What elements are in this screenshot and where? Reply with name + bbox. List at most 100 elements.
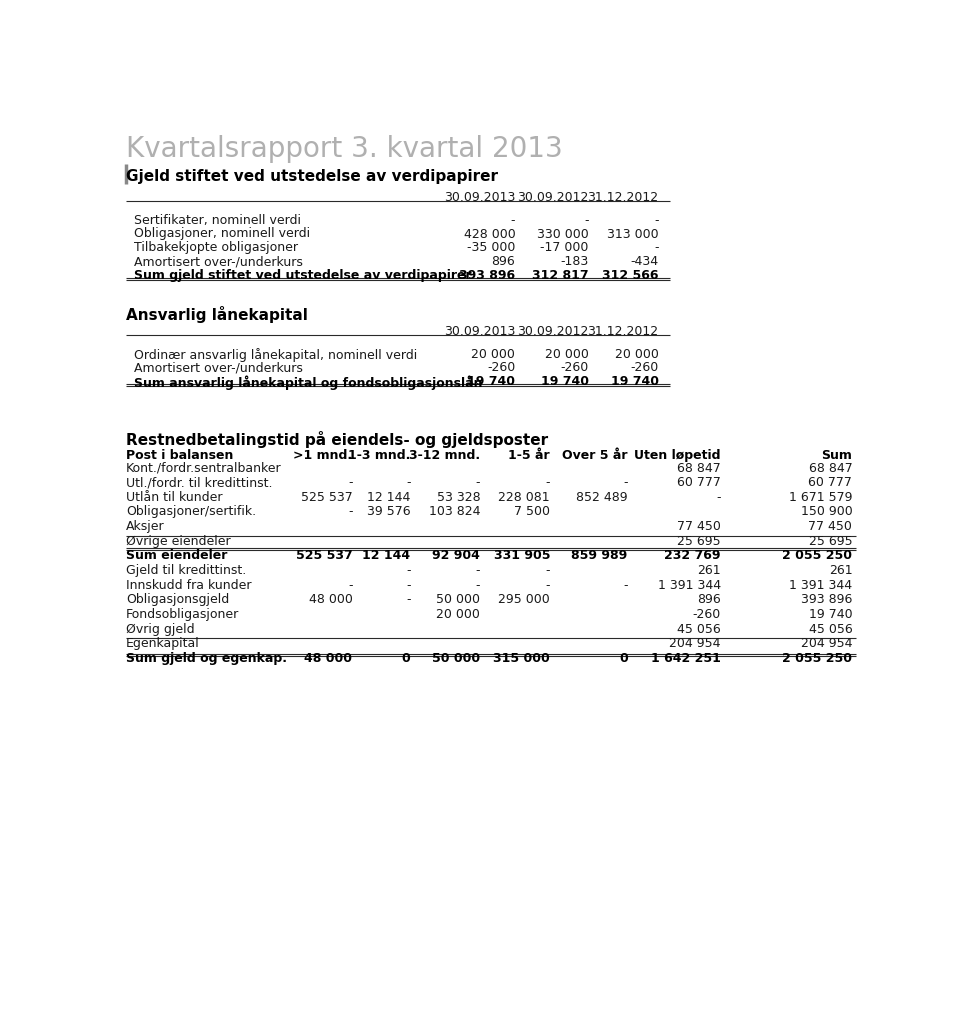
Text: 25 695: 25 695 (677, 535, 721, 548)
Text: 150 900: 150 900 (801, 506, 852, 518)
Text: 30.09.2012: 30.09.2012 (517, 324, 588, 338)
Text: Kont./fordr.sentralbanker: Kont./fordr.sentralbanker (126, 462, 282, 474)
Text: -: - (348, 477, 352, 489)
Text: 2 055 250: 2 055 250 (782, 549, 852, 563)
Text: 261: 261 (828, 564, 852, 577)
Text: 896: 896 (697, 594, 721, 606)
Text: Utl./fordr. til kredittinst.: Utl./fordr. til kredittinst. (126, 477, 273, 489)
Text: Sum ansvarlig lånekapital og fondsobligasjonslån: Sum ansvarlig lånekapital og fondsobliga… (134, 375, 483, 390)
Text: Sum gjeld og egenkap.: Sum gjeld og egenkap. (126, 652, 287, 665)
Text: 525 537: 525 537 (296, 549, 352, 563)
Text: 50 000: 50 000 (437, 594, 480, 606)
Text: Sum gjeld stiftet ved utstedelse av verdipapirer: Sum gjeld stiftet ved utstedelse av verd… (134, 269, 471, 282)
Text: 204 954: 204 954 (801, 637, 852, 651)
Text: Restnedbetalingstid på eiendels- og gjeldsposter: Restnedbetalingstid på eiendels- og gjel… (126, 431, 548, 448)
Text: Sum eiendeler: Sum eiendeler (126, 549, 228, 563)
Text: 315 000: 315 000 (493, 652, 550, 665)
Text: 852 489: 852 489 (576, 491, 628, 503)
Text: -17 000: -17 000 (540, 241, 588, 255)
Text: -: - (476, 477, 480, 489)
Text: Aksjer: Aksjer (126, 520, 165, 534)
Text: 92 904: 92 904 (433, 549, 480, 563)
Text: 60 777: 60 777 (808, 477, 852, 489)
Text: 12 144: 12 144 (363, 549, 411, 563)
Text: 20 000: 20 000 (471, 348, 516, 361)
Text: 0: 0 (402, 652, 411, 665)
Text: Amortisert over-/underkurs: Amortisert over-/underkurs (134, 255, 302, 268)
Text: 77 450: 77 450 (808, 520, 852, 534)
Text: Obligasjoner/sertifik.: Obligasjoner/sertifik. (126, 506, 256, 518)
Text: -: - (476, 579, 480, 592)
Text: Obligasjonsgjeld: Obligasjonsgjeld (126, 594, 229, 606)
Text: Innskudd fra kunder: Innskudd fra kunder (126, 579, 252, 592)
Text: 7 500: 7 500 (515, 506, 550, 518)
Text: 20 000: 20 000 (437, 608, 480, 621)
Text: 48 000: 48 000 (308, 594, 352, 606)
Text: 20 000: 20 000 (545, 348, 588, 361)
Text: 261: 261 (697, 564, 721, 577)
Text: 19 740: 19 740 (808, 608, 852, 621)
Text: -: - (406, 564, 411, 577)
Text: -260: -260 (631, 362, 659, 374)
Text: -35 000: -35 000 (467, 241, 516, 255)
Text: Gjeld stiftet ved utstedelse av verdipapirer: Gjeld stiftet ved utstedelse av verdipap… (126, 169, 498, 184)
Text: 428 000: 428 000 (464, 228, 516, 240)
Text: 77 450: 77 450 (677, 520, 721, 534)
Text: -260: -260 (487, 362, 516, 374)
Text: -: - (348, 579, 352, 592)
Text: 30.09.2013: 30.09.2013 (444, 324, 516, 338)
Text: -: - (348, 506, 352, 518)
Text: 19 740: 19 740 (468, 375, 516, 388)
Text: Obligasjoner, nominell verdi: Obligasjoner, nominell verdi (134, 228, 310, 240)
Text: Ordinær ansvarlig lånekapital, nominell verdi: Ordinær ansvarlig lånekapital, nominell … (134, 348, 418, 362)
Text: 30.09.2013: 30.09.2013 (444, 191, 516, 203)
Text: Post i balansen: Post i balansen (126, 450, 233, 462)
Text: 1 391 344: 1 391 344 (658, 579, 721, 592)
Text: Utlån til kunder: Utlån til kunder (126, 491, 223, 503)
Text: 19 740: 19 740 (611, 375, 659, 388)
Text: 31.12.2012: 31.12.2012 (588, 191, 659, 203)
Text: 20 000: 20 000 (614, 348, 659, 361)
Text: Over 5 år: Over 5 år (563, 450, 628, 462)
Text: 1-5 år: 1-5 år (509, 450, 550, 462)
Text: 19 740: 19 740 (540, 375, 588, 388)
Text: 53 328: 53 328 (437, 491, 480, 503)
Text: 896: 896 (492, 255, 516, 268)
Text: -: - (545, 564, 550, 577)
Text: Fondsobligasjoner: Fondsobligasjoner (126, 608, 239, 621)
Text: -183: -183 (561, 255, 588, 268)
Text: -: - (716, 491, 721, 503)
Text: -: - (476, 564, 480, 577)
Text: Sum: Sum (822, 450, 852, 462)
Text: 103 824: 103 824 (429, 506, 480, 518)
Text: 330 000: 330 000 (538, 228, 588, 240)
Text: 2 055 250: 2 055 250 (782, 652, 852, 665)
Text: -: - (406, 594, 411, 606)
Text: 48 000: 48 000 (304, 652, 352, 665)
Text: Uten løpetid: Uten løpetid (635, 450, 721, 462)
Text: -: - (654, 213, 659, 227)
Text: 1 391 344: 1 391 344 (789, 579, 852, 592)
Text: 312 817: 312 817 (532, 269, 588, 282)
Text: 204 954: 204 954 (669, 637, 721, 651)
Text: 45 056: 45 056 (677, 623, 721, 635)
Text: 228 081: 228 081 (498, 491, 550, 503)
Text: Tilbakekjopte obligasjoner: Tilbakekjopte obligasjoner (134, 241, 298, 255)
Text: 68 847: 68 847 (677, 462, 721, 474)
Text: 0: 0 (619, 652, 628, 665)
Text: 525 537: 525 537 (300, 491, 352, 503)
Text: 60 777: 60 777 (677, 477, 721, 489)
Text: -: - (623, 579, 628, 592)
Text: 25 695: 25 695 (808, 535, 852, 548)
Text: 859 989: 859 989 (571, 549, 628, 563)
Text: 1 642 251: 1 642 251 (651, 652, 721, 665)
Text: 68 847: 68 847 (808, 462, 852, 474)
Text: Gjeld til kredittinst.: Gjeld til kredittinst. (126, 564, 247, 577)
Text: Ansvarlig lånekapital: Ansvarlig lånekapital (126, 306, 308, 323)
Text: -: - (545, 579, 550, 592)
Text: >1 mnd.: >1 mnd. (294, 450, 352, 462)
Text: 30.09.2012: 30.09.2012 (517, 191, 588, 203)
Text: -: - (654, 241, 659, 255)
Text: 1 671 579: 1 671 579 (789, 491, 852, 503)
Text: 393 896: 393 896 (801, 594, 852, 606)
